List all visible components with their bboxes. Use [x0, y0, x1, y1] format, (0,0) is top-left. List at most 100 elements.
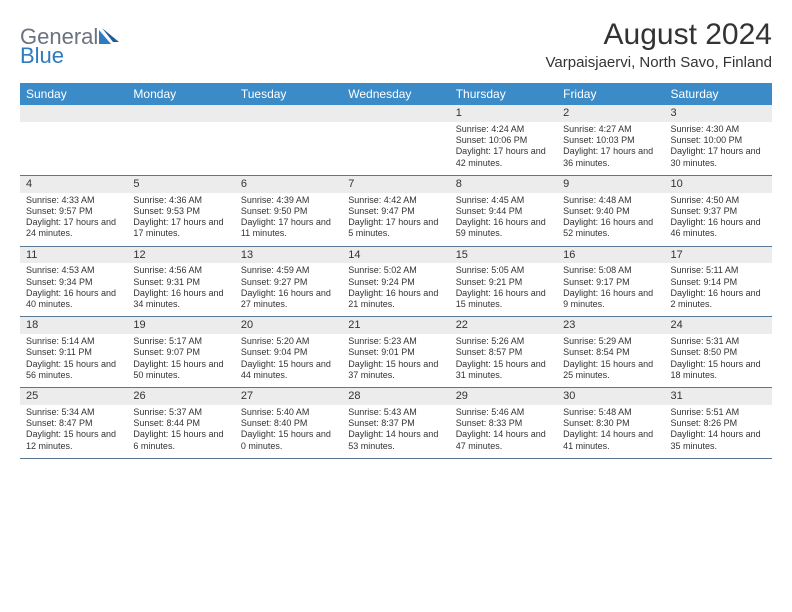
calendar-day-cell: 20Sunrise: 5:20 AMSunset: 9:04 PMDayligh… — [235, 317, 342, 388]
sunrise-line: Sunrise: 4:33 AM — [26, 195, 121, 206]
logo-triangle-icon — [99, 24, 119, 50]
day-number: 6 — [235, 176, 342, 193]
daylight-line: Daylight: 16 hours and 27 minutes. — [241, 288, 336, 311]
dow-tue: Tuesday — [235, 83, 342, 105]
daylight-line: Daylight: 17 hours and 42 minutes. — [456, 146, 551, 169]
sunset-line: Sunset: 9:14 PM — [671, 277, 766, 288]
day-details: Sunrise: 5:14 AMSunset: 9:11 PMDaylight:… — [26, 336, 121, 381]
sunrise-line: Sunrise: 5:08 AM — [563, 265, 658, 276]
calendar-day-cell: 21 Sunrise: 5:23 AMSunset: 9:01 PMDayligh… — [342, 317, 449, 388]
day-number: 19 — [127, 317, 234, 334]
dow-thu: Thursday — [450, 83, 557, 105]
calendar-day-cell: 4Sunrise: 4:33 AMSunset: 9:57 PMDaylight… — [20, 175, 127, 246]
calendar-body: 1Sunrise: 4:24 AMSunset: 10:06 PMDayligh… — [20, 105, 772, 458]
day-number: 12 — [127, 247, 234, 264]
calendar-day-cell: 8Sunrise: 4:45 AMSunset: 9:44 PMDaylight… — [450, 175, 557, 246]
day-number: 5 — [127, 176, 234, 193]
calendar-day-cell: 26Sunrise: 5:37 AMSunset: 8:44 PMDayligh… — [127, 388, 234, 459]
sunrise-line: Sunrise: 4:45 AM — [456, 195, 551, 206]
day-number: 29 — [450, 388, 557, 405]
daylight-line: Daylight: 16 hours and 34 minutes. — [133, 288, 228, 311]
day-number: 14 — [342, 247, 449, 264]
daylight-line: Daylight: 17 hours and 11 minutes. — [241, 217, 336, 240]
sunrise-line: Sunrise: 5:31 AM — [671, 336, 766, 347]
day-number: 9 — [557, 176, 664, 193]
sunrise-line: Sunrise: 5:05 AM — [456, 265, 551, 276]
sunset-line: Sunset: 8:54 PM — [563, 347, 658, 358]
daylight-line: Daylight: 15 hours and 56 minutes. — [26, 359, 121, 382]
sunset-line: Sunset: 9:27 PM — [241, 277, 336, 288]
day-number: 22 — [450, 317, 557, 334]
calendar-day-cell — [342, 105, 449, 175]
day-details: Sunrise: 5:31 AMSunset: 8:50 PMDaylight:… — [671, 336, 766, 381]
day-number: 21 — [342, 317, 449, 334]
daylight-line: Daylight: 14 hours and 47 minutes. — [456, 429, 551, 452]
calendar-day-cell — [127, 105, 234, 175]
daylight-line: Daylight: 15 hours and 12 minutes. — [26, 429, 121, 452]
day-details: Sunrise: 5:46 AMSunset: 8:33 PMDaylight:… — [456, 407, 551, 452]
sunrise-line: Sunrise: 5:37 AM — [133, 407, 228, 418]
sunrise-line: Sunrise: 5:46 AM — [456, 407, 551, 418]
day-details: Sunrise: 5:08 AMSunset: 9:17 PMDaylight:… — [563, 265, 658, 310]
sunset-line: Sunset: 9:44 PM — [456, 206, 551, 217]
calendar-day-cell: 27Sunrise: 5:40 AMSunset: 8:40 PMDayligh… — [235, 388, 342, 459]
calendar-week-row: 18 Sunrise: 5:14 AMSunset: 9:11 PMDayligh… — [20, 317, 772, 388]
sunrise-line: Sunrise: 4:39 AM — [241, 195, 336, 206]
day-details: Sunrise: 4:56 AMSunset: 9:31 PMDaylight:… — [133, 265, 228, 310]
dow-wed: Wednesday — [342, 83, 449, 105]
daylight-line: Daylight: 14 hours and 41 minutes. — [563, 429, 658, 452]
daylight-line: Daylight: 16 hours and 21 minutes. — [348, 288, 443, 311]
sunset-line: Sunset: 9:31 PM — [133, 277, 228, 288]
sunrise-line: Sunrise: 4:50 AM — [671, 195, 766, 206]
calendar-week-row: 11Sunrise: 4:53 AMSunset: 9:34 PMDayligh… — [20, 246, 772, 317]
day-details: Sunrise: 5:23 AMSunset: 9:01 PMDaylight:… — [348, 336, 443, 381]
day-details: Sunrise: 5:11 AMSunset: 9:14 PMDaylight:… — [671, 265, 766, 310]
day-number: 20 — [235, 317, 342, 334]
sunset-line: Sunset: 9:57 PM — [26, 206, 121, 217]
daylight-line: Daylight: 15 hours and 31 minutes. — [456, 359, 551, 382]
calendar-day-cell: 14Sunrise: 5:02 AMSunset: 9:24 PMDayligh… — [342, 246, 449, 317]
dow-mon: Monday — [127, 83, 234, 105]
sunset-line: Sunset: 9:17 PM — [563, 277, 658, 288]
daylight-line: Daylight: 17 hours and 30 minutes. — [671, 146, 766, 169]
sunrise-line: Sunrise: 4:48 AM — [563, 195, 658, 206]
sunset-line: Sunset: 10:06 PM — [456, 135, 551, 146]
sunrise-line: Sunrise: 5:48 AM — [563, 407, 658, 418]
daylight-line: Daylight: 15 hours and 37 minutes. — [348, 359, 443, 382]
sunset-line: Sunset: 9:53 PM — [133, 206, 228, 217]
daylight-line: Daylight: 17 hours and 24 minutes. — [26, 217, 121, 240]
sunrise-line: Sunrise: 4:30 AM — [671, 124, 766, 135]
sunset-line: Sunset: 9:24 PM — [348, 277, 443, 288]
day-number-empty — [127, 105, 234, 122]
day-number: 18 — [20, 317, 127, 334]
day-number: 24 — [665, 317, 772, 334]
day-details: Sunrise: 4:30 AMSunset: 10:00 PMDaylight… — [671, 124, 766, 169]
day-details: Sunrise: 4:48 AMSunset: 9:40 PMDaylight:… — [563, 195, 658, 240]
daylight-line: Daylight: 16 hours and 46 minutes. — [671, 217, 766, 240]
calendar-week-row: 1Sunrise: 4:24 AMSunset: 10:06 PMDayligh… — [20, 105, 772, 175]
sunset-line: Sunset: 8:50 PM — [671, 347, 766, 358]
calendar-day-cell: 5Sunrise: 4:36 AMSunset: 9:53 PMDaylight… — [127, 175, 234, 246]
daylight-line: Daylight: 14 hours and 35 minutes. — [671, 429, 766, 452]
calendar-day-cell: 25Sunrise: 5:34 AMSunset: 8:47 PMDayligh… — [20, 388, 127, 459]
calendar-day-cell: 19Sunrise: 5:17 AMSunset: 9:07 PMDayligh… — [127, 317, 234, 388]
sunset-line: Sunset: 8:47 PM — [26, 418, 121, 429]
calendar-day-cell: 7Sunrise: 4:42 AMSunset: 9:47 PMDaylight… — [342, 175, 449, 246]
sunset-line: Sunset: 9:01 PM — [348, 347, 443, 358]
sunset-line: Sunset: 9:40 PM — [563, 206, 658, 217]
calendar-day-cell: 9 Sunrise: 4:48 AMSunset: 9:40 PMDaylight… — [557, 175, 664, 246]
calendar-day-cell: 16Sunrise: 5:08 AMSunset: 9:17 PMDayligh… — [557, 246, 664, 317]
calendar-day-cell: 12Sunrise: 4:56 AMSunset: 9:31 PMDayligh… — [127, 246, 234, 317]
daylight-line: Daylight: 17 hours and 36 minutes. — [563, 146, 658, 169]
sunrise-line: Sunrise: 4:59 AM — [241, 265, 336, 276]
day-details: Sunrise: 5:34 AMSunset: 8:47 PMDaylight:… — [26, 407, 121, 452]
calendar-day-cell: 30Sunrise: 5:48 AMSunset: 8:30 PMDayligh… — [557, 388, 664, 459]
day-details: Sunrise: 4:39 AMSunset: 9:50 PMDaylight:… — [241, 195, 336, 240]
day-number: 31 — [665, 388, 772, 405]
sunset-line: Sunset: 8:57 PM — [456, 347, 551, 358]
calendar-day-cell: 17Sunrise: 5:11 AMSunset: 9:14 PMDayligh… — [665, 246, 772, 317]
calendar-day-cell — [235, 105, 342, 175]
sunrise-line: Sunrise: 4:24 AM — [456, 124, 551, 135]
day-number: 26 — [127, 388, 234, 405]
day-number: 23 — [557, 317, 664, 334]
